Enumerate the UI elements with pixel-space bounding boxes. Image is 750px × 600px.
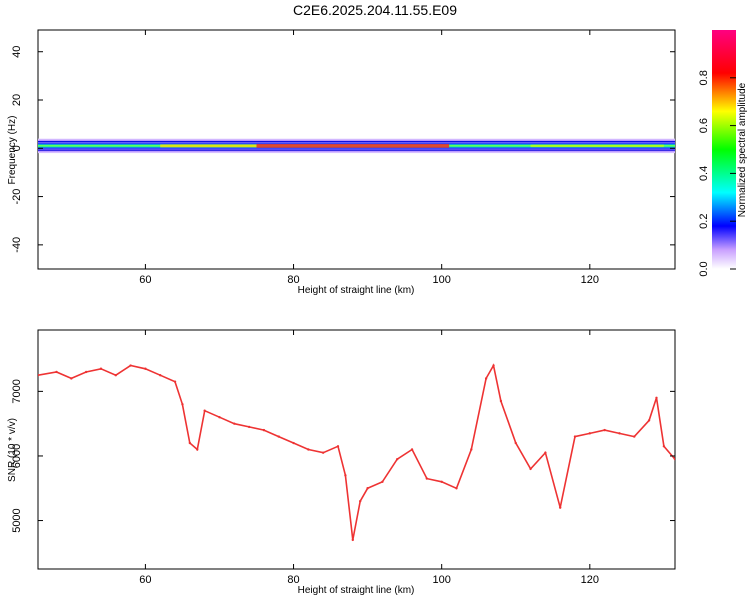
spectral-band-core <box>256 143 450 148</box>
spectrogram-ticks: 60 80 100 120 -40 -20 0 20 40 <box>11 30 675 286</box>
snr-data-point <box>114 374 117 377</box>
x-tick-label: 120 <box>581 274 599 286</box>
colorbar-tick-label: 0.2 <box>698 214 710 229</box>
colorbar-tick-label: 0.6 <box>698 118 710 133</box>
x-tick-label: 100 <box>433 274 451 286</box>
snr-data-point <box>233 422 236 425</box>
colorbar-tick-label: 0.0 <box>698 261 710 276</box>
snr-marks <box>38 363 675 542</box>
snr-data-point <box>603 428 606 432</box>
colorbar-tick-label: 0.8 <box>698 70 710 85</box>
snr-data-point <box>84 370 88 374</box>
snr-data-point <box>344 474 347 477</box>
snr-data-point <box>588 432 592 435</box>
spectral-band-mid <box>530 144 664 148</box>
snr-data-point <box>247 425 251 429</box>
snr-data-point <box>38 374 40 377</box>
x-tick-label: 120 <box>581 574 599 586</box>
y-tick-label: 6000 <box>11 444 23 468</box>
colorbar-label: Normalized spectral amplitude <box>737 82 748 217</box>
y-tick-label: -40 <box>11 237 23 253</box>
snr-data-point <box>492 364 495 367</box>
spectrogram-x-axis-label: Height of straight line (km) <box>298 285 415 296</box>
snr-data-point <box>359 499 362 503</box>
snr-data-point <box>618 432 621 435</box>
snr-data-point <box>99 367 103 370</box>
snr-data-point <box>262 428 266 432</box>
snr-data-point <box>647 419 651 422</box>
spectrogram-y-axis-label: Frequency (Hz) <box>7 116 18 185</box>
snr-data-point <box>470 448 473 451</box>
spectrogram-panel: 60 80 100 120 -40 -20 0 20 40 Height of straight… <box>7 29 676 296</box>
snr-data-point <box>307 448 310 451</box>
snr-data-point <box>196 448 199 451</box>
snr-data-point <box>514 441 517 445</box>
x-tick-label: 100 <box>433 574 451 586</box>
snr-data-point <box>292 441 295 445</box>
snr-data-point <box>662 445 666 448</box>
x-tick-label: 80 <box>287 574 299 586</box>
y-tick-label: 5000 <box>11 508 23 532</box>
snr-data-point <box>144 367 147 370</box>
snr-data-point <box>159 374 162 377</box>
snr-data-point <box>181 403 184 406</box>
snr-data-point <box>410 448 414 451</box>
spectral-band-mid <box>160 144 257 148</box>
y-tick-label: 0 <box>11 145 23 151</box>
snr-data-point <box>425 477 429 480</box>
y-tick-label: 20 <box>11 94 23 106</box>
snr-data-point <box>173 380 177 383</box>
snr-ticks: 60 80 100 120 5000 6000 7000 <box>11 330 675 586</box>
snr-data-point <box>396 457 399 461</box>
snr-data-point <box>55 370 58 374</box>
snr-data-point <box>129 364 132 367</box>
x-tick-label: 60 <box>139 574 151 586</box>
snr-data-point <box>484 377 488 380</box>
snr-data-point <box>203 409 206 412</box>
snr-data-point <box>558 506 562 509</box>
snr-series-line <box>38 363 675 541</box>
colorbar-tick-label: 0.4 <box>698 166 710 181</box>
snr-data-point <box>440 480 443 483</box>
snr-panel: 60 80 100 120 5000 6000 7000 Height of straigh… <box>7 329 676 596</box>
y-tick-label: -20 <box>11 189 23 205</box>
snr-data-point <box>321 451 325 454</box>
snr-x-axis-label: Height of straight line (km) <box>298 585 415 596</box>
snr-data-point <box>529 467 532 471</box>
y-tick-label: 40 <box>11 46 23 58</box>
snr-data-point <box>499 399 503 403</box>
snr-data-point <box>70 377 73 380</box>
snr-data-point <box>455 487 458 490</box>
snr-data-point <box>277 435 280 438</box>
colorbar-ticks: 0.0 0.2 0.4 0.6 0.8 <box>698 70 736 277</box>
chart-title: C2E6.2025.204.11.55.E09 <box>293 2 457 18</box>
snr-data-point <box>381 480 384 483</box>
x-tick-label: 60 <box>139 274 151 286</box>
x-tick-label: 80 <box>287 274 299 286</box>
snr-data-point <box>673 457 675 461</box>
y-tick-label: 7000 <box>11 379 23 403</box>
spectrogram-marks <box>38 138 675 154</box>
snr-y-axis-label: SNR (10 * v/v) <box>7 418 18 482</box>
colorbar-gradient <box>712 30 736 269</box>
snr-data-point <box>218 416 221 419</box>
snr-data-point <box>655 396 658 400</box>
snr-data-point <box>336 445 340 448</box>
snr-data-point <box>351 538 354 542</box>
snr-data-point <box>573 435 577 438</box>
snr-data-point <box>544 451 547 454</box>
snr-data-point <box>188 441 192 445</box>
snr-frame <box>37 329 676 570</box>
colorbar: 0.0 0.2 0.4 0.6 0.8 Normalized spectral ampl… <box>698 30 748 277</box>
snr-data-point <box>366 487 369 490</box>
snr-data-point <box>633 435 636 438</box>
